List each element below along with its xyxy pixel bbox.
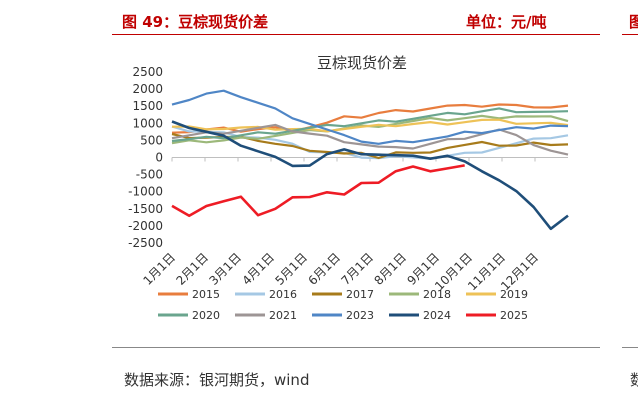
y-axis: 2500 2000 1500 1000 500 0 -500 -1000 -1500 -2000 -…	[128, 65, 163, 250]
series-line-2020	[171, 107, 569, 143]
footer-divider	[112, 347, 600, 348]
y-tick-label: 1000	[132, 116, 163, 130]
legend-label-2024: 2024	[423, 309, 451, 322]
figure-title: 图 49：豆棕现货价差	[122, 13, 269, 31]
next-footer-divider	[622, 347, 638, 348]
series-line-2024	[171, 120, 569, 231]
legend-label-2017: 2017	[346, 288, 374, 301]
legend-label-2020: 2020	[192, 309, 220, 322]
x-tick-label: 7月1日	[338, 250, 376, 288]
legend: 2015 2016 2017 2018 2019 2020 2021 2023 2024 2025	[158, 288, 528, 322]
y-tick-label: -1500	[128, 202, 163, 216]
legend-label-2021: 2021	[269, 309, 297, 322]
y-tick-label: 500	[140, 133, 163, 147]
y-tick-label: -2000	[128, 219, 163, 233]
legend-label-2016: 2016	[269, 288, 297, 301]
series-lines	[171, 89, 569, 231]
y-tick-label: 2000	[132, 82, 163, 96]
y-tick-label: -500	[136, 168, 163, 182]
x-tick-label: 4月1日	[239, 250, 277, 288]
source-note: 数据来源：银河期货，wind	[124, 371, 310, 389]
next-source-fragment: 数	[630, 371, 638, 389]
y-tick-label: 0	[155, 151, 163, 165]
next-figure-title-fragment: 图	[629, 13, 638, 31]
series-line-2019	[171, 118, 569, 133]
chart-title: 豆棕现货价差	[317, 54, 407, 72]
unit-label: 单位：元/吨	[466, 13, 547, 31]
next-figure-divider	[622, 34, 638, 35]
x-tick-label: 6月1日	[305, 250, 343, 288]
x-axis: 1月1日2月1日3月1日4月1日5月1日6月1日7月1日8月1日9月1日10月1…	[140, 157, 568, 293]
legend-label-2019: 2019	[500, 288, 528, 301]
y-tick-label: 2500	[132, 65, 163, 79]
y-tick-label: -1000	[128, 185, 163, 199]
y-tick-label: 1500	[132, 99, 163, 113]
series-line-2025	[171, 164, 465, 218]
series-line-2023	[171, 89, 569, 145]
header-divider	[112, 34, 600, 35]
legend-label-2015: 2015	[192, 288, 220, 301]
x-tick-label: 8月1日	[371, 250, 409, 288]
x-tick-label: 2月1日	[173, 250, 211, 288]
x-tick-label: 5月1日	[272, 250, 310, 288]
legend-label-2018: 2018	[423, 288, 451, 301]
legend-label-2023: 2023	[346, 309, 374, 322]
y-tick-label: -2500	[128, 236, 163, 250]
x-tick-label: 3月1日	[206, 250, 244, 288]
legend-label-2025: 2025	[500, 309, 528, 322]
x-tick-label: 1月1日	[140, 250, 178, 288]
